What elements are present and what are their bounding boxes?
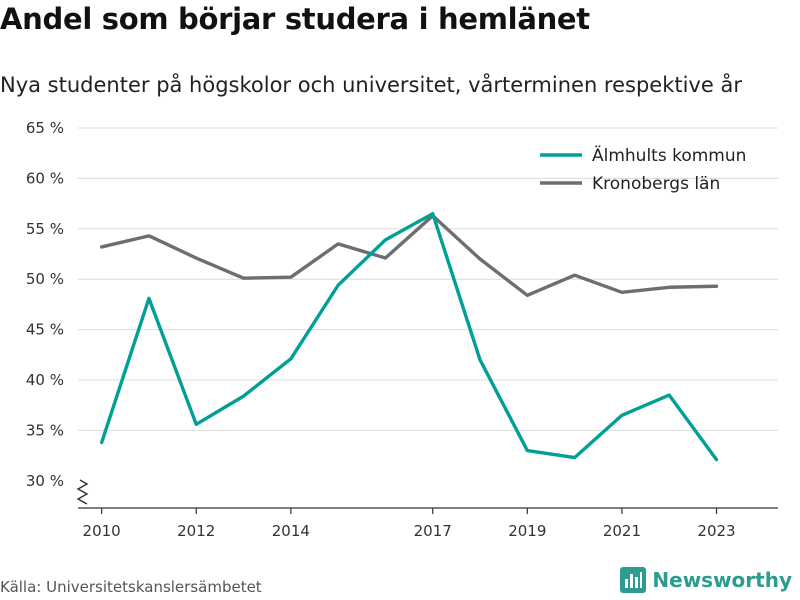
x-tick-label: 2010 xyxy=(83,522,121,540)
source-note: Källa: Universitetskanslersämbetet xyxy=(0,578,262,596)
axis-break-icon xyxy=(76,479,89,505)
x-tick-label: 2012 xyxy=(177,522,215,540)
legend-label: Kronobergs län xyxy=(592,174,720,194)
y-tick-label: 65 % xyxy=(26,119,64,137)
y-tick-label: 40 % xyxy=(26,371,64,389)
page-title: Andel som börjar studera i hemlänet xyxy=(0,2,590,36)
series-line-1 xyxy=(99,211,719,462)
y-tick-label: 30 % xyxy=(26,472,64,490)
x-tick-label: 2014 xyxy=(272,522,310,540)
page-subtitle: Nya studenter på högskolor och universit… xyxy=(0,73,742,97)
brand-logo: Newsworthy xyxy=(620,567,792,593)
x-tick-label: 2021 xyxy=(603,522,641,540)
line-chart: 30 % 35 % 40 % 45 % 50 % 55 % 60 % 65 % 2010 2012… xyxy=(26,119,778,540)
bar-chart-icon xyxy=(620,567,647,593)
x-tick-label: 2023 xyxy=(697,522,735,540)
y-tick-label: 45 % xyxy=(26,321,64,339)
legend: Älmhults kommun Kronobergs län xyxy=(540,145,746,194)
brand-name: Newsworthy xyxy=(652,568,792,592)
y-tick-label: 50 % xyxy=(26,270,64,288)
x-tick-label: 2019 xyxy=(508,522,546,540)
y-tick-label: 60 % xyxy=(26,169,64,187)
y-tick-label: 35 % xyxy=(26,421,64,439)
y-tick-label: 55 % xyxy=(26,220,64,238)
legend-label: Älmhults kommun xyxy=(592,145,746,166)
x-tick-label: 2017 xyxy=(414,522,452,540)
series-line-2 xyxy=(99,213,719,298)
